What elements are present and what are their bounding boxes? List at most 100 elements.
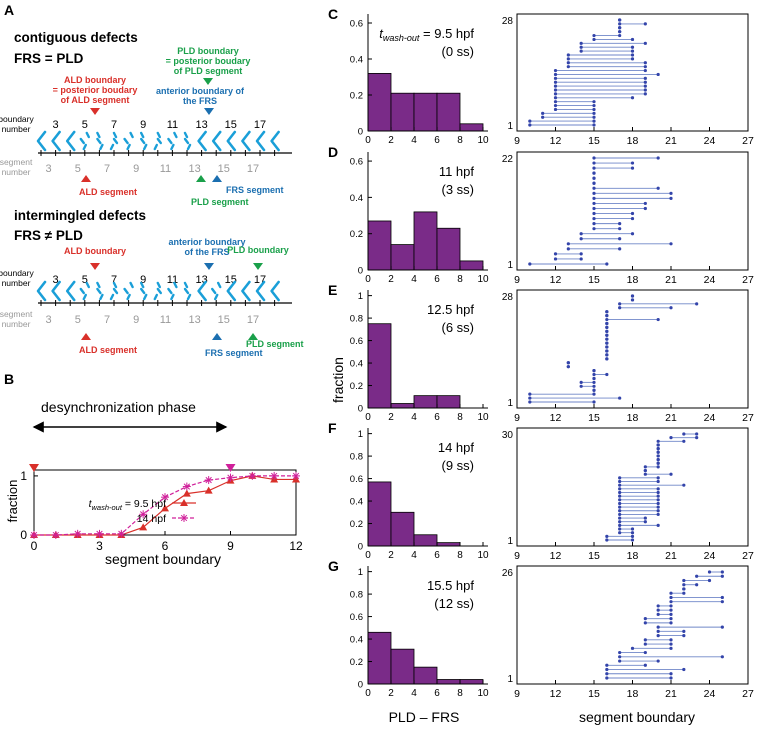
histogram-bar <box>367 481 392 547</box>
bottom-ald-segment-arrow <box>81 333 91 340</box>
interval-xtick-label: 12 <box>550 550 562 562</box>
number-5: 5 <box>82 274 88 286</box>
interval-xtick-label: 21 <box>665 135 677 147</box>
interval-end-dot <box>656 454 660 458</box>
interval-start-dot <box>592 206 596 211</box>
somite-fragment <box>85 131 91 139</box>
interval-start-dot <box>592 166 596 170</box>
bottom-frs-boundary-label: anterior boundary of the FRS <box>168 237 245 257</box>
asterisk-stroke <box>183 483 191 490</box>
hist-ytick-label: 0 <box>358 127 363 138</box>
interval-end-dot <box>695 302 699 306</box>
interval-end-dot <box>656 156 660 160</box>
number-11: 11 <box>167 119 178 131</box>
top-pld-boundary-arrow <box>203 78 213 85</box>
interval-xtick-label: 15 <box>588 550 600 562</box>
interval-end-dot <box>630 57 635 61</box>
hist-ytick-label: 0 <box>358 542 363 553</box>
interval-start-dot <box>618 520 622 524</box>
interval-start-dot <box>592 37 596 42</box>
interval-end-dot <box>643 206 647 211</box>
panel-letter-g: G <box>328 558 339 574</box>
time-value: 11 hpf <box>439 164 475 179</box>
series-2-point <box>117 529 126 538</box>
hist-xtick-label: 10 <box>477 688 489 699</box>
bottom-pld-segment-arrow <box>248 333 258 340</box>
somite-chevron <box>270 280 280 302</box>
interval-start-dot <box>618 531 622 535</box>
somite-fragment <box>213 293 219 301</box>
interval-xtick-label: 27 <box>742 274 754 286</box>
number-17: 17 <box>254 274 266 286</box>
interval-end-dot <box>720 625 724 629</box>
asterisk-stroke <box>52 531 60 539</box>
interval-end-dot <box>605 329 609 333</box>
asterisk-stroke <box>180 514 188 522</box>
somite-fragment <box>126 143 131 151</box>
interval-start-dot <box>579 41 583 45</box>
interval-start-dot <box>669 595 673 600</box>
somite-chevron <box>211 130 222 152</box>
somite-fragment <box>139 131 145 139</box>
interval-end-dot <box>618 222 622 226</box>
series-2-point <box>95 529 104 538</box>
interval-end-dot <box>592 380 596 384</box>
hist-xtick-label: 2 <box>388 550 394 561</box>
legend-suffix: = 9.5 hpf <box>122 498 166 510</box>
interval-start-dot <box>605 317 609 322</box>
hist-ytick-label: 1 <box>358 567 363 578</box>
interval-xtick-label: 12 <box>550 412 562 424</box>
interval-xtick-label: 21 <box>665 412 677 424</box>
number-17: 17 <box>254 119 266 131</box>
hist-ytick-label: 0.6 <box>350 612 363 623</box>
b-ytick-label: 1 <box>20 469 27 483</box>
time-value: 15.5 hpf <box>427 578 474 593</box>
histogram-bar <box>390 511 415 547</box>
number-9: 9 <box>140 119 146 131</box>
interval-start-dot <box>566 247 570 251</box>
interval-end-dot <box>669 617 673 621</box>
interval-end-dot <box>695 436 699 440</box>
contiguous-title: contiguous defects <box>14 30 138 45</box>
interval-end-dot <box>592 107 596 112</box>
number-15: 15 <box>225 274 237 286</box>
interval-start-dot <box>553 72 558 77</box>
interval-end-dot <box>682 587 686 591</box>
somite-fragment <box>112 131 118 139</box>
top-pld-segment-label: PLD segment <box>191 197 249 207</box>
hist-xtick-label: 2 <box>388 412 394 423</box>
hist-ytick-label: 0.2 <box>350 91 363 102</box>
interval-end-dot <box>656 512 660 517</box>
interval-end-dot <box>656 490 660 495</box>
somite-fragment <box>109 143 115 151</box>
somite-fragment <box>156 131 162 139</box>
interval-xtick-label: 27 <box>742 135 754 147</box>
interval-end-dot <box>720 600 724 604</box>
hist-xlabel: PLD – FRS <box>389 709 460 725</box>
hist-ytick-label: 0.4 <box>350 55 363 66</box>
panel-letter-f: F <box>328 420 337 436</box>
hist-ytick-label: 0 <box>358 266 363 277</box>
interval-start-dot <box>643 465 647 469</box>
panel-stage-label: (6 ss) <box>442 320 475 335</box>
interval-end-dot <box>643 88 647 92</box>
interval-end-dot <box>669 608 673 612</box>
interval-end-dot <box>656 457 660 462</box>
bottom-segment-label-line2: number <box>2 319 31 329</box>
time-value: = 9.5 hpf <box>419 26 474 41</box>
legend-series-1: twash-out = 9.5 hpf <box>89 498 167 512</box>
number-13: 13 <box>188 163 200 175</box>
series-2-point <box>51 531 60 539</box>
interval-end-dot <box>592 181 596 185</box>
panel-stage-label: (9 ss) <box>442 458 475 473</box>
interval-end-dot <box>618 33 622 38</box>
b-xtick-label: 12 <box>289 539 303 553</box>
panel-b-xlabel: segment boundary <box>105 551 221 567</box>
interval-ytick-min: 1 <box>507 121 513 132</box>
interval-start-dot <box>656 608 660 612</box>
interval-end-dot <box>630 527 635 531</box>
interval-end-dot <box>579 252 583 256</box>
interval-start-dot <box>566 61 570 65</box>
interval-end-dot <box>669 306 673 310</box>
